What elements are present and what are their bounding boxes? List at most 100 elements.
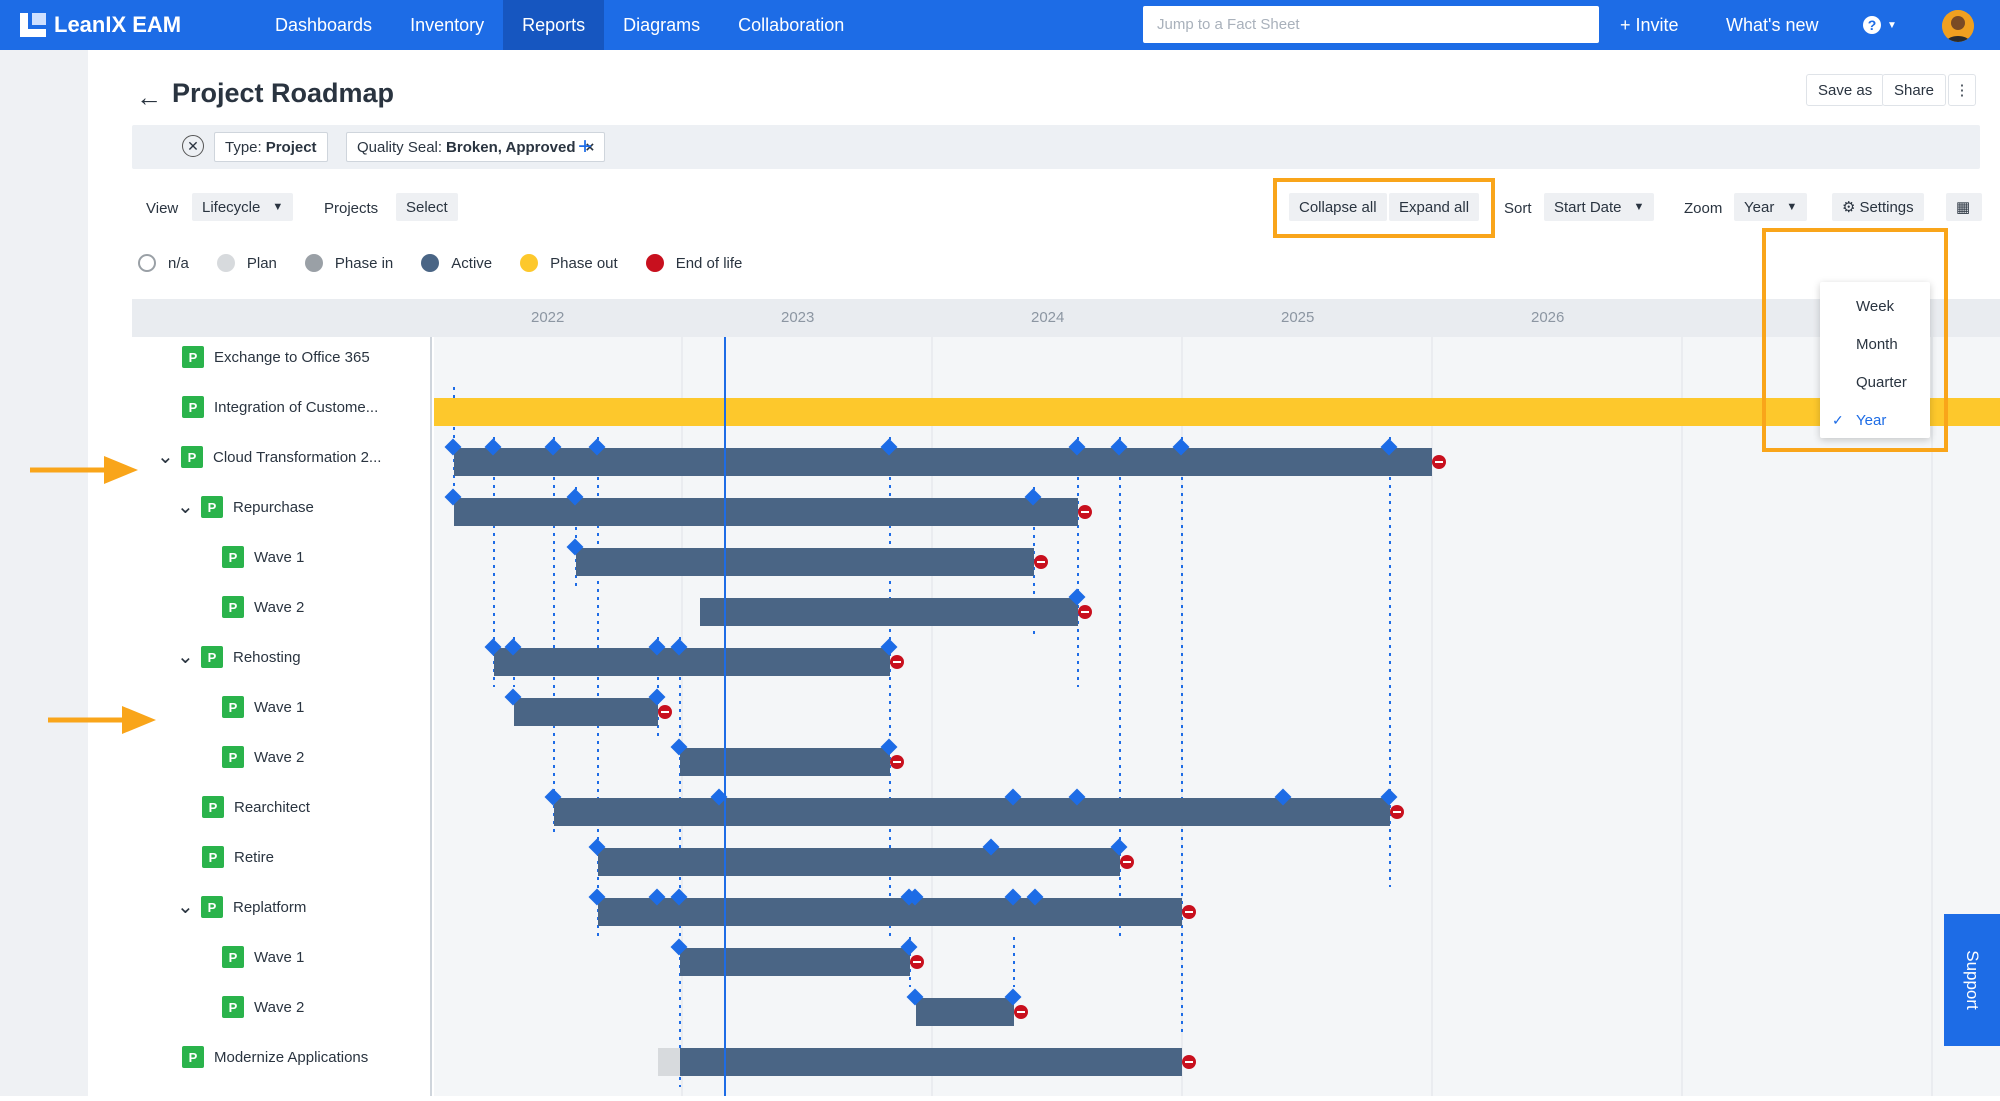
row-label: Wave 1 [254, 548, 305, 566]
nav-inventory[interactable]: Inventory [410, 14, 485, 35]
end-of-life-icon [1081, 611, 1089, 613]
whats-new-link[interactable]: What's new [1726, 14, 1819, 35]
chevron-down-icon[interactable]: ⌄ [177, 496, 194, 518]
leanix-logo-icon [20, 13, 46, 37]
roadmap-row[interactable]: P Retire [132, 837, 432, 877]
milestone-diamond [504, 688, 522, 706]
collapse-all-button[interactable]: Collapse all [1289, 193, 1387, 221]
lifecycle-bar [598, 898, 1182, 926]
zoom-select[interactable]: Year ▼ [1734, 193, 1808, 221]
row-label: Rearchitect [234, 798, 310, 816]
year-label: 2022 [531, 309, 565, 326]
milestone-diamond [906, 988, 924, 1006]
view-label: View [146, 200, 179, 217]
back-arrow-icon[interactable]: ← [136, 82, 162, 112]
milestone-diamond [484, 638, 502, 656]
legend-label: End of life [675, 254, 743, 272]
milestone-diamond [670, 738, 688, 756]
end-of-life-icon [1081, 511, 1089, 513]
year-label: 2024 [1031, 309, 1065, 326]
roadmap-row[interactable]: P Exchange to Office 365 [132, 337, 432, 377]
project-badge: P [222, 746, 244, 768]
milestone-diamond [544, 438, 562, 456]
milestone-diamond [1380, 788, 1398, 806]
milestone-diamond [982, 838, 1000, 856]
app-logo[interactable]: LeanIX EAM [20, 11, 181, 39]
more-options-icon[interactable]: ⋮ [1948, 74, 1976, 106]
zoom-option[interactable]: ✓ Year [1820, 402, 1930, 438]
nav-reports[interactable]: Reports [503, 0, 605, 50]
milestone-diamond [710, 788, 728, 806]
roadmap-row[interactable]: P Wave 2 [132, 587, 432, 627]
legend-label: Active [451, 254, 493, 272]
legend-dot [138, 254, 156, 272]
legend-item: Phase in [304, 254, 393, 272]
nav-collaboration[interactable]: Collaboration [738, 14, 845, 35]
clear-filters-icon[interactable]: ✕ [182, 135, 204, 157]
row-label: Integration of Custome... [214, 398, 379, 416]
roadmap-row[interactable]: ⌄ P Repurchase [132, 487, 432, 527]
settings-button[interactable]: ⚙ Settings [1832, 193, 1924, 221]
remove-filter-icon[interactable]: × [585, 138, 595, 156]
lifecycle-bar [454, 448, 1432, 476]
roadmap-row[interactable]: P Wave 1 [132, 687, 432, 727]
nav-diagrams[interactable]: Diagrams [623, 14, 701, 35]
chevron-down-icon[interactable]: ⌄ [177, 896, 194, 918]
roadmap-row[interactable]: P Wave 2 [132, 737, 432, 777]
filter-bar: ✕ Type: Project Quality Seal: Broken, Appr… [132, 125, 1980, 169]
row-label: Retire [234, 848, 275, 866]
gear-icon: ⚙ [1842, 199, 1856, 216]
share-button[interactable]: Share [1882, 74, 1947, 106]
project-badge: P [202, 796, 224, 818]
legend-item: Plan [216, 254, 277, 272]
roadmap-timeline: 2022 2023 2024 2025 2026 P Exchange to Office… [132, 292, 2000, 1096]
timeline-header: 2022 2023 2024 2025 2026 [132, 299, 2000, 337]
save-as-button[interactable]: Save as [1806, 74, 1885, 106]
roadmap-row[interactable]: ⌄ P Rehosting [132, 637, 432, 677]
end-of-life-icon [1185, 1061, 1193, 1063]
legend-item: Active [421, 254, 492, 272]
filter-chip-quality-seal[interactable]: Quality Seal: Broken, Approved × [346, 132, 606, 162]
lifecycle-bar [680, 1048, 1182, 1076]
projects-select[interactable]: Select [396, 193, 458, 221]
roadmap-row[interactable]: P Modernize Applications [132, 1037, 432, 1077]
roadmap-row[interactable]: ⌄ P Cloud Transformation 2... [132, 437, 432, 477]
table-view-icon[interactable]: ▦ [1946, 193, 1982, 221]
roadmap-row[interactable]: P Wave 1 [132, 537, 432, 577]
chevron-down-icon[interactable]: ⌄ [157, 446, 174, 468]
roadmap-row[interactable]: P Rearchitect [132, 787, 432, 827]
add-filter-icon[interactable]: + [578, 133, 593, 160]
left-gutter [0, 50, 88, 1096]
sort-select[interactable]: Start Date ▼ [1544, 193, 1655, 221]
support-tab[interactable]: Support [1944, 914, 2000, 1046]
roadmap-row[interactable]: P Wave 1 [132, 937, 432, 977]
roadmap-row[interactable]: P Integration of Custome... [132, 387, 432, 427]
milestone-diamond [670, 938, 688, 956]
roadmap-row[interactable]: ⌄ P Replatform [132, 887, 432, 927]
view-select[interactable]: Lifecycle ▼ [192, 193, 294, 221]
zoom-option[interactable]: Week [1820, 288, 1930, 324]
zoom-option[interactable]: Quarter [1820, 364, 1930, 400]
lifecycle-bar [514, 698, 658, 726]
expand-all-button[interactable]: Expand all [1389, 193, 1480, 221]
chevron-down-icon[interactable]: ⌄ [177, 646, 194, 668]
highlight-box-collapse-expand [1273, 178, 1495, 238]
row-label: Replatform [233, 898, 307, 916]
row-label: Cloud Transformation 2... [213, 448, 382, 466]
zoom-option[interactable]: Month [1820, 326, 1930, 362]
help-menu[interactable]: ? ▼ [1862, 0, 1897, 50]
filter-chip-type[interactable]: Type: Project [214, 132, 328, 162]
settings-label: Settings [1859, 198, 1914, 216]
top-navigation-bar: LeanIX EAM Dashboards Inventory Reports … [0, 0, 2000, 50]
avatar[interactable] [1942, 10, 1974, 42]
svg-text:?: ? [1868, 17, 1877, 33]
gantt-chart [434, 292, 2000, 1096]
legend-label: Plan [246, 254, 277, 272]
invite-button[interactable]: + Invite [1620, 14, 1679, 35]
roadmap-row[interactable]: P Wave 2 [132, 987, 432, 1027]
milestone-diamond [588, 838, 606, 856]
plan-bar [658, 1048, 680, 1076]
search-input[interactable] [1143, 6, 1599, 43]
milestone-diamond [880, 738, 898, 756]
nav-dashboards[interactable]: Dashboards [275, 14, 373, 35]
